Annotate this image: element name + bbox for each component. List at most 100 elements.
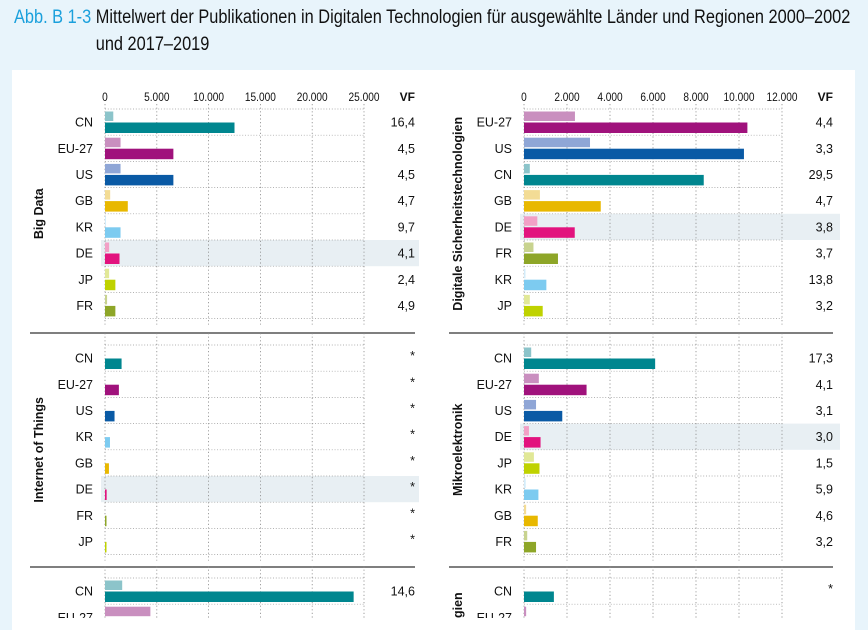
bar-2017-2019 (105, 174, 174, 186)
vf-value: 3,8 (816, 220, 833, 234)
category-label: KR (495, 273, 512, 287)
bar-2000-2002 (105, 294, 108, 305)
bar-2000-2002 (105, 606, 151, 617)
bar-2000-2002 (524, 242, 534, 252)
bar-2017-2019 (524, 122, 748, 133)
category-label: EU-27 (58, 378, 93, 392)
bar-2000-2002 (105, 268, 110, 279)
bar-2000-2002 (524, 216, 538, 226)
category-label: CN (494, 352, 512, 366)
vf-value: 4,4 (816, 116, 833, 130)
vf-value: * (410, 349, 415, 363)
panel-title: Internet of Things (32, 397, 46, 503)
panel-title: Digitale Sicherheitstechnologien (451, 117, 465, 311)
highlight-row (101, 476, 419, 503)
panel-title: Big Data (32, 187, 46, 239)
bar-2017-2019 (524, 174, 704, 186)
bar-2000-2002 (524, 373, 539, 384)
vf-value: 3,7 (816, 247, 833, 261)
category-label: JP (78, 273, 93, 287)
bar-2000-2002 (524, 478, 526, 488)
category-label: FR (495, 247, 512, 261)
vf-value: 2,4 (398, 273, 415, 287)
category-label: JP (497, 456, 512, 470)
highlight-row (520, 423, 840, 450)
bar-2017-2019 (524, 305, 543, 317)
vf-value: 4,1 (816, 378, 833, 392)
category-label: FR (76, 509, 93, 523)
category-label: US (76, 404, 93, 418)
bar-2017-2019 (524, 591, 554, 602)
bar-2000-2002 (524, 163, 530, 174)
bar-2017-2019 (105, 227, 121, 238)
category-label: GB (494, 509, 512, 523)
vf-value: 9,7 (398, 220, 415, 234)
bar-2000-2002 (105, 242, 110, 252)
bar-2017-2019 (524, 410, 563, 422)
x-tick-label: 0 (102, 91, 108, 104)
bar-2000-2002 (105, 163, 121, 174)
vf-column-header: VF (400, 90, 415, 104)
bar-2017-2019 (105, 515, 107, 527)
bar-2000-2002 (105, 580, 123, 590)
category-label: DE (76, 247, 93, 261)
bar-2017-2019 (105, 305, 116, 317)
vf-value: 4,7 (398, 194, 415, 208)
vf-value: 4,7 (816, 194, 833, 208)
figure-label: Abb. B 1-3 (14, 7, 92, 28)
bar-2000-2002 (524, 606, 527, 617)
bar-2000-2002 (524, 137, 591, 148)
bar-2000-2002 (524, 452, 534, 462)
vf-value: 4,6 (816, 509, 833, 523)
bar-2000-2002 (105, 137, 121, 148)
category-label: GB (75, 194, 93, 208)
bar-2017-2019 (105, 148, 174, 160)
category-label: CN (75, 116, 93, 130)
panel-internet-of-things: Internet of Things CN * EU-27 * US * KR * GB * DE * F… (30, 332, 419, 561)
bar-2017-2019 (105, 410, 115, 422)
vf-value: 4,9 (398, 299, 415, 313)
bar-2017-2019 (524, 515, 538, 527)
category-label: FR (76, 299, 93, 313)
bar-2017-2019 (105, 201, 128, 212)
bar-2017-2019 (524, 463, 540, 474)
bar-2017-2019 (524, 437, 541, 448)
bar-2017-2019 (105, 437, 110, 448)
category-label: EU-27 (477, 378, 512, 392)
x-tick-label: 10.000 (724, 91, 755, 104)
figure-title: Abb. B 1-3 Mittelwert der Publikationen … (14, 4, 868, 58)
bar-2000-2002 (524, 426, 529, 436)
category-label: JP (497, 299, 512, 313)
bar-2000-2002 (524, 294, 530, 305)
panel-big-data: 0 5.000 10.000 15.000 20.000 25.000 VF Big Data… (32, 90, 419, 325)
vf-value: * (410, 402, 415, 416)
category-label: JP (78, 535, 93, 549)
vf-value: 4,5 (398, 142, 415, 156)
x-tick-label: 5.000 (144, 91, 169, 104)
category-label: KR (495, 483, 512, 497)
bar-2017-2019 (105, 591, 354, 602)
category-label: US (495, 142, 512, 156)
category-label: CN (75, 352, 93, 366)
figure-title-text: Mittelwert der Publikationen in Digitale… (95, 7, 851, 55)
vf-value: * (410, 506, 415, 520)
bar-2000-2002 (524, 111, 575, 121)
bar-2017-2019 (524, 148, 744, 160)
vf-value: 5,9 (816, 483, 833, 497)
bar-2017-2019 (105, 384, 119, 396)
x-tick-label: 12.000 (767, 91, 798, 104)
bar-2017-2019 (524, 227, 575, 238)
bar-2017-2019 (105, 358, 122, 369)
bar-2017-2019 (105, 463, 109, 474)
vf-value: 4,1 (398, 247, 415, 261)
vf-value: 3,2 (816, 299, 833, 313)
vf-value: * (410, 454, 415, 468)
x-tick-label: 8.000 (683, 91, 708, 104)
vf-value: 13,8 (809, 273, 833, 287)
vf-value: 29,5 (809, 168, 833, 182)
chart-sheet (12, 70, 855, 630)
bar-2017-2019 (524, 541, 537, 553)
category-label: FR (495, 535, 512, 549)
vf-value: 3,3 (816, 142, 833, 156)
